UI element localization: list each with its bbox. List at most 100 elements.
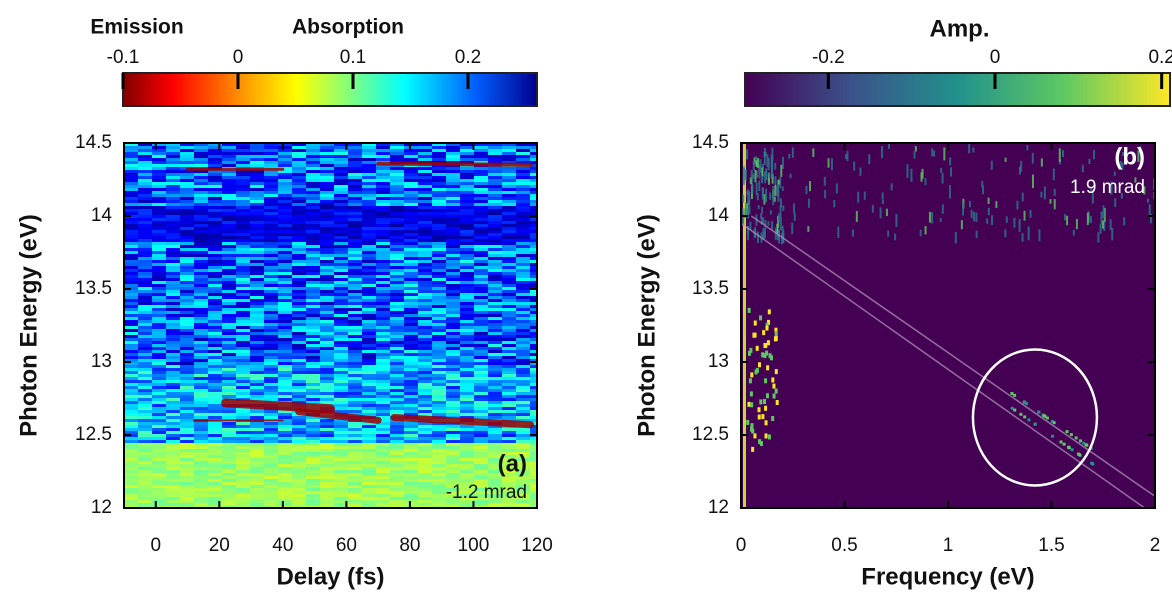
heatmap-texture <box>446 374 460 377</box>
heatmap-texture <box>348 155 362 158</box>
heatmap-texture <box>390 239 404 242</box>
heatmap-texture <box>516 260 530 263</box>
heatmap-texture <box>320 275 334 278</box>
heatmap-texture <box>264 164 278 167</box>
heatmap-texture <box>404 395 418 398</box>
heatmap-texture <box>334 173 348 176</box>
heatmap-texture <box>320 188 334 191</box>
heatmap-texture <box>138 200 152 203</box>
heatmap-texture <box>180 281 194 284</box>
heatmap-texture <box>1023 401 1026 404</box>
heatmap-texture <box>292 473 306 476</box>
heatmap-texture <box>418 311 432 314</box>
heatmap-texture <box>334 341 348 344</box>
heatmap-texture <box>376 317 390 320</box>
heatmap-texture <box>488 350 502 353</box>
heatmap-texture <box>138 359 152 362</box>
heatmap-texture <box>236 362 250 365</box>
heatmap-texture <box>362 425 376 428</box>
heatmap-texture <box>208 302 222 305</box>
heatmap-texture <box>180 152 194 155</box>
heatmap-texture <box>166 302 180 305</box>
heatmap-texture <box>460 155 474 158</box>
heatmap-texture <box>362 164 376 167</box>
heatmap-texture <box>474 371 488 374</box>
heatmap-texture <box>180 155 194 158</box>
heatmap-texture <box>292 425 306 428</box>
heatmap-texture <box>404 194 418 197</box>
heatmap-texture <box>460 344 474 347</box>
heatmap-texture <box>762 330 765 335</box>
heatmap-texture <box>446 278 460 281</box>
heatmap-texture <box>488 278 502 281</box>
heatmap-texture <box>446 260 460 263</box>
heatmap-texture <box>516 362 530 365</box>
heatmap-texture <box>334 272 348 275</box>
heatmap-texture <box>460 251 474 254</box>
heatmap-texture <box>418 452 432 455</box>
heatmap-texture <box>334 284 348 287</box>
heatmap-texture <box>460 425 474 428</box>
heatmap-texture <box>418 227 432 230</box>
heatmap-texture <box>180 302 194 305</box>
heatmap-texture <box>180 248 194 251</box>
heatmap-texture <box>446 425 460 428</box>
heatmap-texture <box>348 311 362 314</box>
heatmap-texture <box>460 347 474 350</box>
heatmap-texture <box>474 197 488 200</box>
heatmap-texture <box>292 152 306 155</box>
heatmap-texture <box>124 260 138 263</box>
heatmap-texture <box>404 398 418 401</box>
heatmap-texture <box>124 272 138 275</box>
heatmap-texture <box>320 320 334 323</box>
heatmap-texture <box>320 344 334 347</box>
heatmap-texture <box>194 293 208 296</box>
heatmap-texture <box>516 308 530 311</box>
heatmap-texture <box>488 389 502 392</box>
heatmap-texture <box>320 380 334 383</box>
heatmap-texture <box>418 188 432 191</box>
heatmap-texture <box>516 278 530 281</box>
heatmap-texture <box>474 155 488 158</box>
heatmap-texture <box>152 206 166 209</box>
heatmap-texture <box>194 407 208 410</box>
heatmap-texture <box>488 209 502 212</box>
heatmap-texture <box>418 473 432 476</box>
heatmap-texture <box>236 452 250 455</box>
heatmap-texture <box>292 203 306 206</box>
heatmap-texture <box>306 284 320 287</box>
heatmap-texture <box>488 446 502 449</box>
heatmap-texture <box>250 305 264 308</box>
heatmap-texture <box>194 287 208 290</box>
heatmap-texture <box>306 341 320 344</box>
heatmap-texture <box>432 206 446 209</box>
heatmap-texture <box>432 371 446 374</box>
heatmap-texture <box>390 425 404 428</box>
heatmap-texture <box>236 389 250 392</box>
heatmap-texture <box>306 419 320 422</box>
heatmap-texture <box>236 275 250 278</box>
heatmap-texture <box>208 323 222 326</box>
heatmap-texture <box>264 236 278 239</box>
heatmap-texture <box>124 320 138 323</box>
heatmap-texture <box>390 206 404 209</box>
heatmap-texture <box>404 473 418 476</box>
heatmap-texture <box>771 221 773 230</box>
heatmap-texture <box>334 428 348 431</box>
heatmap-texture <box>362 233 376 236</box>
heatmap-texture <box>488 224 502 227</box>
heatmap-texture <box>236 338 250 341</box>
heatmap-texture <box>446 338 460 341</box>
heatmap-texture <box>250 155 264 158</box>
heatmap-texture <box>138 284 152 287</box>
heatmap-texture <box>474 377 488 380</box>
heatmap-texture <box>432 239 446 242</box>
heatmap-texture <box>222 269 236 272</box>
heatmap-texture <box>180 146 194 149</box>
heatmap-texture <box>404 464 418 467</box>
heatmap-texture <box>446 200 460 203</box>
heatmap-texture <box>376 155 390 158</box>
heatmap-texture <box>292 320 306 323</box>
heatmap-texture <box>460 209 474 212</box>
heatmap-texture <box>446 179 460 182</box>
